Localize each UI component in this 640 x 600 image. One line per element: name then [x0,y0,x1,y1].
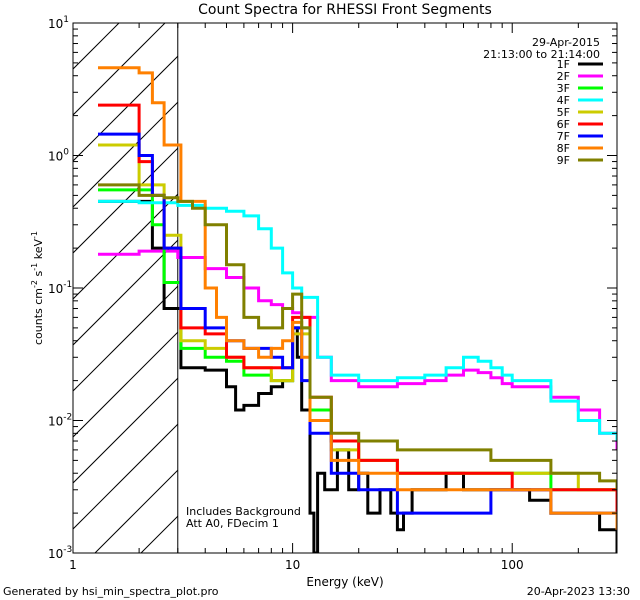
footer-generated-by: Generated by hsi_min_spectra_plot.pro [3,585,219,598]
y-tick-label: 10-2 [48,413,72,429]
series-line-9f [98,183,617,490]
y-tick-label: 101 [48,15,69,31]
hatch-line [73,23,258,208]
legend-label: 1F [557,58,570,71]
y-tick-label: 100 [48,148,69,164]
x-tick-labels: 1 10 100 [69,558,523,572]
x-tick-label: 100 [501,558,524,572]
series-layer [98,66,617,553]
y-axis-label-mid1: s [32,270,45,279]
legend-label: 3F [557,82,570,95]
series-line-7f [98,132,617,530]
legend-label: 9F [557,154,570,167]
series-line-4f [98,199,617,441]
x-tick-label: 10 [285,558,300,572]
footer-timestamp: 20-Apr-2023 13:30 [527,585,630,598]
y-axis-label: counts cm-2 s-1 keV-1 [30,231,45,345]
legend-label: 2F [557,70,570,83]
y-tick-label: 10-3 [48,545,72,561]
y-tick-label: 10-1 [48,280,72,296]
annotation-attenuator: Att A0, FDecim 1 [186,517,279,530]
y-axis-label-mid2: keV [32,239,45,263]
time-range-label: 21:13:00 to 21:14:00 [483,48,600,61]
legend-label: 4F [557,94,570,107]
hatch-line [73,23,212,162]
chart-title: Count Spectra for RHESSI Front Segments [198,2,492,18]
annotation-background: Includes Background [186,505,301,518]
series-line-8f [98,66,617,530]
legend-label: 6F [557,118,570,131]
y-tick-labels: 10-3 10-2 10-1 100 101 [48,15,72,561]
hatch-line [73,23,166,116]
date-label: 29-Apr-2015 [532,36,600,49]
y-axis-label-sup1: -2 [30,280,39,288]
series-line-1f [98,199,617,553]
axis-ticks [72,22,618,554]
legend-label: 8F [557,142,570,155]
legend-label: 7F [557,130,570,143]
x-axis-label: Energy (keV) [306,575,383,589]
y-axis-label-sup3: -1 [30,231,39,239]
y-axis-label-sup2: -1 [30,263,39,271]
legend-label: 5F [557,106,570,119]
y-axis-label-prefix: counts cm [32,288,45,345]
x-tick-label: 1 [69,558,77,572]
